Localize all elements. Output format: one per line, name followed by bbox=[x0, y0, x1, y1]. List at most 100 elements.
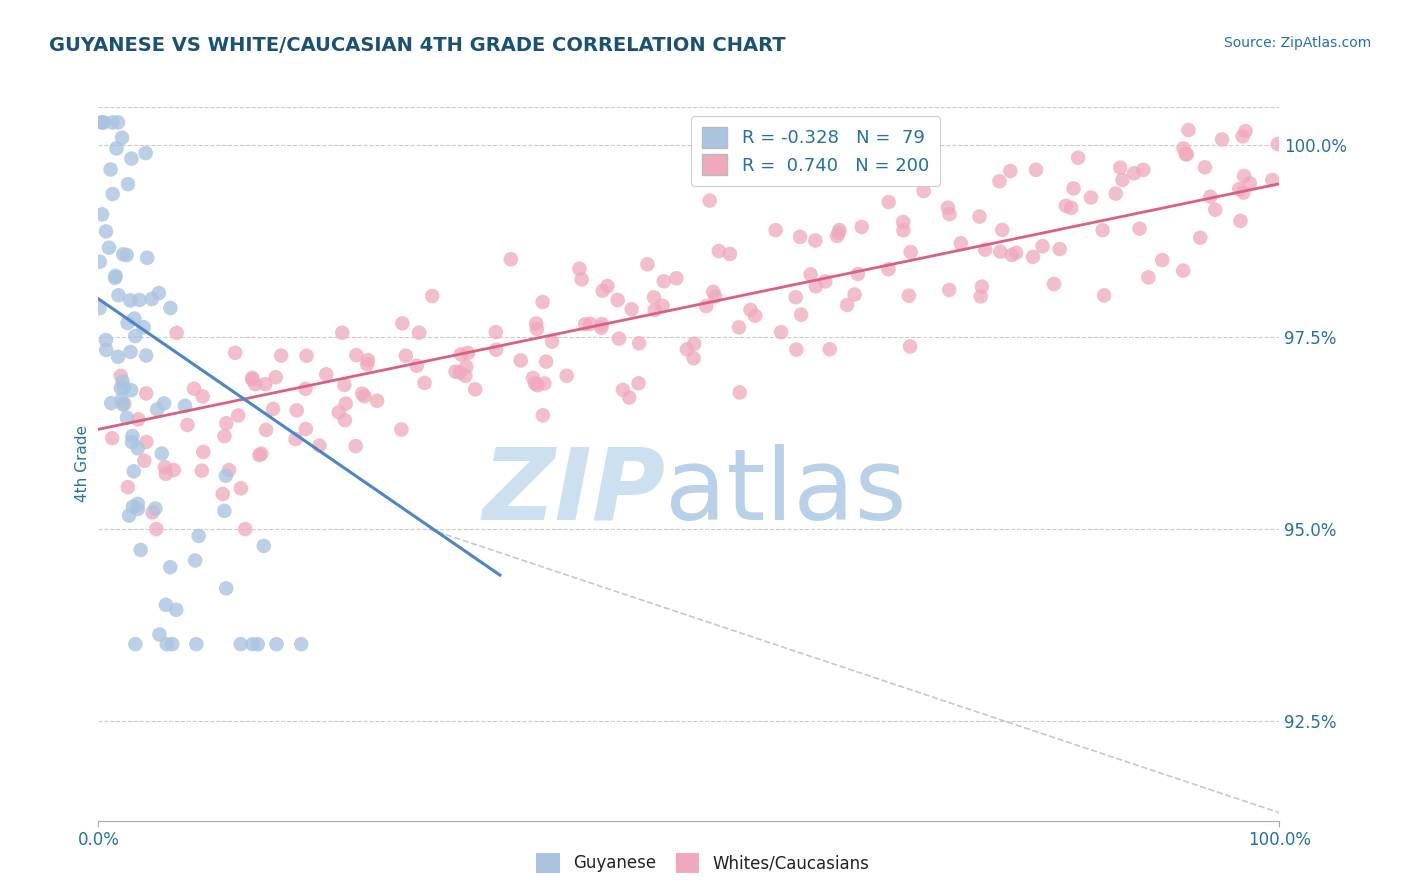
Point bbox=[509, 353, 531, 368]
Point bbox=[891, 215, 914, 229]
Point bbox=[814, 274, 837, 288]
Legend: Guyanese, Whites/Caucasians: Guyanese, Whites/Caucasians bbox=[530, 847, 876, 880]
Point bbox=[485, 343, 508, 357]
Point bbox=[1189, 230, 1212, 244]
Point bbox=[1049, 242, 1071, 256]
Point bbox=[900, 245, 922, 260]
Point bbox=[1111, 173, 1133, 187]
Point bbox=[215, 468, 238, 483]
Point bbox=[1173, 263, 1195, 277]
Point bbox=[1175, 147, 1198, 161]
Point bbox=[1232, 186, 1254, 200]
Point bbox=[524, 317, 547, 331]
Point bbox=[135, 435, 157, 450]
Point bbox=[652, 274, 675, 288]
Point bbox=[117, 177, 139, 191]
Point bbox=[117, 480, 139, 494]
Point bbox=[110, 381, 132, 395]
Point bbox=[295, 349, 318, 363]
Point bbox=[141, 505, 163, 519]
Point bbox=[765, 223, 787, 237]
Point bbox=[104, 271, 127, 285]
Point bbox=[240, 372, 263, 386]
Point bbox=[122, 500, 145, 514]
Point bbox=[1001, 248, 1024, 262]
Point bbox=[1109, 161, 1132, 175]
Point bbox=[851, 219, 873, 234]
Point bbox=[1227, 182, 1250, 196]
Point bbox=[969, 210, 991, 224]
Point bbox=[121, 435, 143, 450]
Point bbox=[174, 399, 197, 413]
Point bbox=[100, 162, 122, 177]
Point bbox=[120, 383, 142, 397]
Point bbox=[143, 501, 166, 516]
Point bbox=[117, 316, 139, 330]
Point bbox=[1199, 190, 1222, 204]
Point bbox=[129, 543, 152, 558]
Point bbox=[818, 343, 841, 357]
Point bbox=[240, 371, 263, 385]
Point bbox=[242, 637, 264, 651]
Point bbox=[1129, 221, 1152, 235]
Point bbox=[193, 445, 215, 459]
Point bbox=[254, 423, 277, 437]
Point bbox=[1105, 186, 1128, 201]
Point bbox=[457, 346, 479, 360]
Point bbox=[1177, 123, 1199, 137]
Point bbox=[1234, 124, 1257, 138]
Point bbox=[115, 410, 138, 425]
Point bbox=[191, 464, 214, 478]
Point bbox=[111, 398, 134, 412]
Point bbox=[1211, 132, 1233, 146]
Point bbox=[333, 378, 356, 392]
Point bbox=[134, 453, 156, 467]
Point bbox=[413, 376, 436, 390]
Point bbox=[938, 207, 960, 221]
Point bbox=[90, 115, 112, 129]
Point bbox=[1092, 288, 1115, 302]
Point bbox=[526, 378, 548, 392]
Point bbox=[579, 317, 602, 331]
Point bbox=[101, 115, 124, 129]
Point bbox=[294, 422, 316, 436]
Point bbox=[249, 448, 271, 462]
Point bbox=[728, 320, 751, 334]
Point bbox=[683, 336, 706, 351]
Point bbox=[135, 349, 157, 363]
Point bbox=[844, 287, 866, 301]
Point bbox=[165, 603, 187, 617]
Point bbox=[970, 279, 993, 293]
Point bbox=[136, 251, 159, 265]
Point bbox=[344, 348, 367, 362]
Point bbox=[596, 279, 619, 293]
Point bbox=[1022, 250, 1045, 264]
Point bbox=[651, 299, 673, 313]
Point bbox=[156, 637, 179, 651]
Point bbox=[1194, 161, 1216, 175]
Point bbox=[155, 598, 177, 612]
Point bbox=[215, 582, 238, 596]
Point bbox=[1025, 162, 1047, 177]
Point bbox=[665, 271, 688, 285]
Point bbox=[405, 359, 427, 373]
Point bbox=[115, 248, 138, 262]
Point bbox=[828, 226, 851, 240]
Point bbox=[970, 289, 993, 303]
Point bbox=[607, 332, 630, 346]
Point bbox=[91, 115, 114, 129]
Point bbox=[127, 502, 149, 516]
Point bbox=[112, 380, 135, 394]
Point bbox=[1174, 147, 1197, 161]
Point bbox=[454, 368, 477, 383]
Point bbox=[121, 429, 143, 443]
Point bbox=[122, 464, 145, 478]
Point bbox=[740, 302, 762, 317]
Point bbox=[1123, 166, 1146, 180]
Point bbox=[135, 386, 157, 401]
Point bbox=[145, 522, 167, 536]
Point bbox=[163, 463, 186, 477]
Point bbox=[988, 244, 1011, 259]
Point bbox=[184, 553, 207, 567]
Point bbox=[522, 371, 544, 385]
